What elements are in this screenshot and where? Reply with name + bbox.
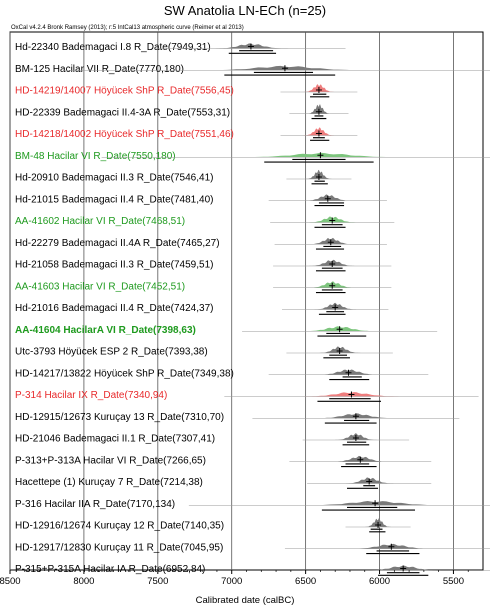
date-row-label: AA-41604 HacilarA VI R_Date(7398,63): [15, 325, 196, 336]
date-row: HD-12915/12673 Kuruçay 13 R_Date(7310,70…: [15, 412, 460, 424]
date-row-label: HD-21046 Bademagaci II.1 R_Date(7307,41): [15, 434, 215, 445]
date-row-label: HD-14219/14007 Höyücek ShP R_Date(7556,4…: [15, 86, 234, 97]
date-row-label: HD-12915/12673 Kuruçay 13 R_Date(7310,70…: [15, 412, 224, 423]
date-row-label: Hd-22279 Bademagaci II.4A R_Date(7465,27…: [15, 238, 220, 249]
date-row-label: AA-41602 Hacilar VI R_Date(7468,51): [15, 216, 185, 227]
x-tick-label: 7500: [147, 576, 168, 587]
date-row: P-313+P-313A Hacilar VI R_Date(7266,65): [15, 455, 432, 468]
date-row-label: P-313+P-313A Hacilar VI R_Date(7266,65): [15, 455, 206, 466]
date-row: AA-41602 Hacilar VI R_Date(7468,51): [15, 216, 395, 228]
date-rows: Hd-22340 Bademagaci I.8 R_Date(7949,31) B…: [15, 42, 490, 576]
date-row: Hd-21015 Bademagaci II.4 R_Date(7481,40): [15, 194, 387, 207]
date-row-label: Hd-21016 Bademagaci II.4 R_Date(7424,37): [15, 303, 213, 314]
date-row: Hacettepe (1) Kuruçay 7 R_Date(7214,38): [15, 477, 432, 489]
date-row: HD-22339 Bademagaci II.4-3A R_Date(7553,…: [15, 104, 349, 120]
date-row: HD-14218/14002 Höyücek ShP R_Date(7551,4…: [15, 127, 358, 141]
date-row: BM-48 Hacilar VI R_Date(7550,180): [15, 151, 490, 163]
date-row-label: Hd-21058 Bademagaci II.3 R_Date(7459,51): [15, 260, 213, 271]
date-row: Hd-22340 Bademagaci I.8 R_Date(7949,31): [15, 42, 346, 54]
grid-lines: [9, 32, 454, 570]
date-row-label: P-316 Hacilar IIA R_Date(7170,134): [15, 499, 175, 510]
x-tick-label: 6000: [369, 576, 390, 587]
date-row: BM-125 Hacilar VII R_Date(7770,180): [15, 64, 490, 76]
date-row-label: P-314 Hacilar IX R_Date(7340,94): [15, 390, 167, 401]
date-row-label: HD-12916/12674 Kuruçay 12 R_Date(7140,35…: [15, 521, 224, 532]
date-row-label: Hacettepe (1) Kuruçay 7 R_Date(7214,38): [15, 477, 203, 488]
date-row: Utc-3793 Höyücek ESP 2 R_Date(7393,38): [15, 346, 393, 359]
chart-subtitle: OxCal v4.2.4 Bronk Ramsey (2013); r:5 In…: [11, 25, 244, 31]
date-row-label: Hd-20910 Bademagaci II.3 R_Date(7546,41): [15, 173, 213, 184]
date-row-label: Hd-21015 Bademagaci II.4 R_Date(7481,40): [15, 194, 213, 205]
date-row-label: BM-48 Hacilar VI R_Date(7550,180): [15, 151, 176, 162]
date-row: Hd-21058 Bademagaci II.3 R_Date(7459,51): [15, 260, 392, 272]
date-row-label: Utc-3793 Höyücek ESP 2 R_Date(7393,38): [15, 347, 208, 358]
date-row: HD-12916/12674 Kuruçay 12 R_Date(7140,35…: [15, 518, 411, 533]
date-row-label: AA-41603 Hacilar VI R_Date(7452,51): [15, 281, 185, 292]
chart-title: SW Anatolia LN-ECh (n=25): [164, 3, 326, 18]
date-row: P-315+P-315A Hacilar IA R_Date(6952,84): [15, 564, 490, 576]
date-row: Hd-22279 Bademagaci II.4A R_Date(7465,27…: [15, 238, 387, 250]
date-row-label: Hd-22340 Bademagaci I.8 R_Date(7949,31): [15, 42, 211, 53]
x-tick-label: 8500: [0, 576, 21, 587]
date-row: HD-14217/13822 Höyücek ShP R_Date(7349,3…: [15, 368, 429, 381]
date-row: HD-12917/12830 Kuruçay 11 R_Date(7045,95…: [15, 542, 490, 555]
date-row: P-316 Hacilar IIA R_Date(7170,134): [15, 499, 490, 511]
date-row-label: BM-125 Hacilar VII R_Date(7770,180): [15, 64, 184, 75]
date-row: Hd-21016 Bademagaci II.4 R_Date(7424,37): [15, 302, 389, 315]
date-row: AA-41604 HacilarA VI R_Date(7398,63): [15, 325, 438, 337]
x-tick-label: 5500: [443, 576, 464, 587]
date-row: HD-21046 Bademagaci II.1 R_Date(7307,41): [15, 433, 410, 446]
x-tick-label: 6500: [295, 576, 316, 587]
date-row-label: HD-22339 Bademagaci II.4-3A R_Date(7553,…: [15, 107, 230, 118]
date-row-label: HD-14217/13822 Höyücek ShP R_Date(7349,3…: [15, 368, 234, 379]
x-tick-label: 7000: [221, 576, 242, 587]
x-tick-label: 8000: [73, 576, 94, 587]
date-row-label: P-315+P-315A Hacilar IA R_Date(6952,84): [15, 564, 205, 575]
date-row-label: HD-14218/14002 Höyücek ShP R_Date(7551,4…: [15, 129, 234, 140]
x-axis-label: Calibrated date (calBC): [196, 595, 295, 606]
date-row: AA-41603 Hacilar VI R_Date(7452,51): [15, 281, 392, 294]
date-row-label: HD-12917/12830 Kuruçay 11 R_Date(7045,95…: [15, 542, 223, 553]
date-row: P-314 Hacilar IX R_Date(7340,94): [15, 390, 479, 402]
date-row: Hd-20910 Bademagaci II.3 R_Date(7546,41): [15, 169, 352, 185]
x-axis: 8500 8000 7500 7000 6500 6000 5500: [0, 570, 469, 587]
date-row: HD-14219/14007 Höyücek ShP R_Date(7556,4…: [15, 84, 358, 98]
